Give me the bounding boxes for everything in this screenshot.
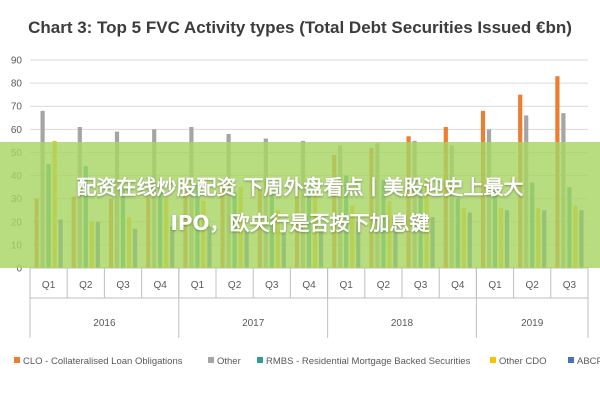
x-tick-label: Q3 (116, 280, 130, 291)
overlay-banner: 配资在线炒股配资 下周外盘看点丨美股迎史上最大 IPO，欧央行是否按下加息键 (0, 142, 600, 268)
x-tick-label: Q3 (265, 280, 279, 291)
legend-label: Other CDO (499, 356, 547, 367)
x-tick-label: Q1 (488, 280, 502, 291)
legend-label: CLO - Collateralised Loan Obligations (23, 356, 183, 367)
x-tick-label: Q2 (377, 280, 391, 291)
x-tick-label: Q2 (79, 280, 93, 291)
legend-swatch (208, 357, 214, 363)
x-axis: Q1 Q2 Q3 Q4 Q1 Q2 Q3 Q4 Q1 Q2 Q3 Q4 Q1 Q2 Q3 2016 2017 20… (29, 267, 589, 338)
legend-item: CLO - Collateralised Loan Obligations (14, 356, 183, 367)
x-tick-label: Q2 (526, 280, 540, 291)
year-label: 2016 (93, 318, 116, 329)
x-tick-label: Q4 (451, 280, 465, 291)
legend-item: Other CDO (490, 356, 547, 367)
legend-label: ABCP (577, 356, 600, 367)
overlay-headline-line-1: 配资在线炒股配资 下周外盘看点丨美股迎史上最大 (76, 175, 524, 199)
y-tick-label: 90 (11, 56, 23, 67)
year-label: 2017 (242, 318, 265, 329)
legend-label: Other (217, 356, 241, 367)
legend-swatch (14, 357, 20, 363)
x-tick-label: Q3 (414, 280, 428, 291)
x-tick-label: Q2 (228, 280, 242, 291)
y-tick-label: 60 (11, 125, 23, 136)
x-tick-label: Q3 (563, 280, 577, 291)
legend: CLO - Collateralised Loan Obligations Oth… (14, 356, 600, 367)
chart-title: Chart 3: Top 5 FVC Activity types (Total… (28, 18, 572, 37)
legend-swatch (568, 357, 574, 363)
x-tick-label: Q1 (191, 280, 205, 291)
x-tick-label: Q4 (302, 280, 316, 291)
y-tick-label: 70 (11, 102, 23, 113)
year-label: 2018 (391, 318, 414, 329)
overlay-headline-line-2: IPO，欧央行是否按下加息键 (170, 211, 430, 235)
legend-item: RMBS - Residential Mortgage Backed Secur… (257, 356, 471, 367)
year-label: 2019 (521, 318, 544, 329)
legend-item: Other (208, 356, 241, 367)
legend-label: RMBS - Residential Mortgage Backed Secur… (266, 356, 471, 367)
y-tick-label: 80 (11, 79, 23, 90)
x-tick-label: Q4 (154, 280, 168, 291)
y-tick-label: 0 (16, 264, 22, 275)
x-tick-label: Q1 (42, 280, 56, 291)
legend-item: ABCP (568, 356, 600, 367)
legend-swatch (490, 357, 496, 363)
x-tick-label: Q1 (340, 280, 354, 291)
legend-swatch (257, 357, 263, 363)
